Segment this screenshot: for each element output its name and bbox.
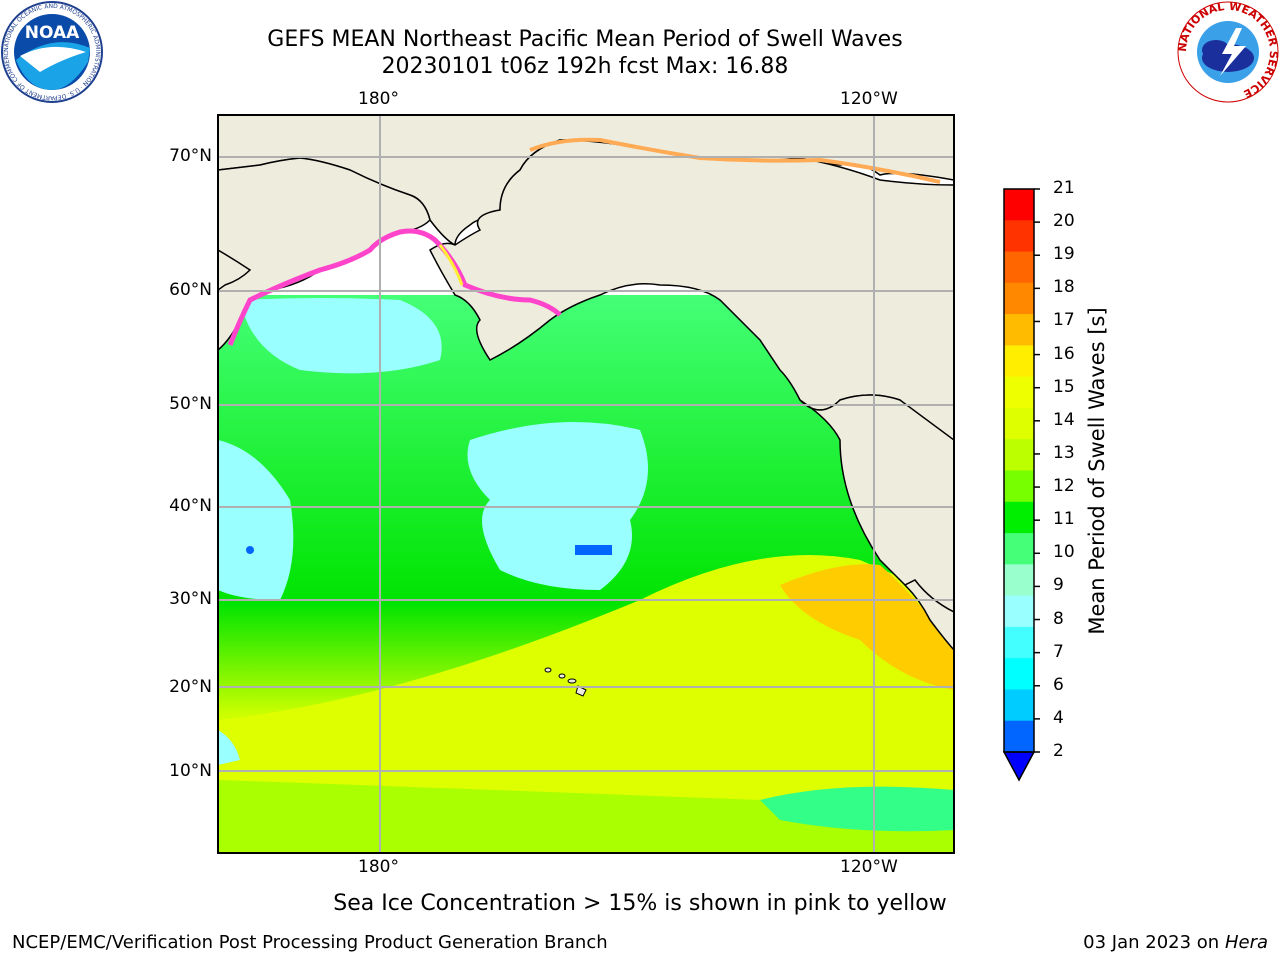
colorbar-frame [1003, 188, 1035, 753]
south-swell-band [218, 780, 954, 853]
colorbar-tick-label: 2 [1053, 741, 1064, 761]
sea-ice-yellow-bering [438, 244, 464, 286]
lat-label-10n: 10°N [169, 761, 212, 781]
colorbar-tick-label: 4 [1053, 707, 1064, 728]
footer-date: 03 Jan 2023 on Hera [1083, 932, 1268, 953]
south-green-patch [760, 786, 954, 832]
lat-label-60n: 60°N [169, 280, 212, 300]
noaa-logo: NATIONAL OCEANIC AND ATMOSPHERIC ADMINIS… [0, 0, 103, 103]
lat-label-70n: 70°N [169, 146, 212, 166]
gridlines [218, 115, 954, 853]
colorbar-segment [1004, 220, 1034, 253]
sea-ice-edge-arctic [529, 137, 941, 184]
colorbar-segment [1004, 658, 1034, 690]
sea-ice-caption: Sea Ice Concentration > 15% is shown in … [333, 891, 947, 916]
land-alaska [429, 139, 954, 441]
warm-swell-region [218, 555, 954, 853]
colorbar-segment [1004, 689, 1034, 722]
colorbar-segment [1004, 595, 1034, 628]
hot-swell-region [780, 564, 954, 690]
footer-branch: NCEP/EMC/Verification Post Processing Pr… [12, 932, 608, 953]
nws-logo: NATIONAL WEATHER SERVICE [1176, 0, 1280, 103]
chart-subtitle: 20230101 t06z 192h fcst Max: 16.88 [381, 54, 789, 79]
colorbar-segment [1004, 189, 1034, 221]
lon-label-top-120w: 120°W [840, 89, 898, 109]
blue-spot [575, 545, 612, 555]
colorbar-tick-label: 12 [1053, 476, 1075, 497]
cyan-patch-southwest [218, 730, 240, 765]
noaa-logo-text: NOAA [25, 23, 80, 43]
colorbar-segment [1004, 626, 1034, 659]
lat-label-40n: 40°N [169, 496, 212, 516]
lon-label-bottom-120w: 120°W [840, 857, 898, 877]
colorbar-segment [1004, 345, 1034, 378]
land-chukotka-edge [218, 249, 252, 291]
colorbar-tick-label: 14 [1053, 409, 1075, 430]
colorbar-segment [1004, 282, 1034, 315]
colorbar-tick-label: 7 [1053, 641, 1064, 662]
footer-date-text: 03 Jan 2023 on [1083, 932, 1225, 953]
colorbar-tick-label: 19 [1053, 244, 1075, 265]
colorbar-tick-label: 18 [1053, 277, 1075, 298]
colorbar-segment [1004, 564, 1034, 597]
lat-label-30n: 30°N [169, 589, 212, 609]
colorbar-segment [1004, 407, 1034, 440]
colorbar-segment [1004, 439, 1034, 471]
colorbar-tick-label: 16 [1053, 343, 1075, 364]
colorbar-segment [1004, 501, 1034, 534]
land-baja [903, 579, 954, 652]
lon-label-top-180: 180° [358, 89, 399, 109]
land-north-america [799, 394, 954, 641]
colorbar-label: Mean Period of Swell Waves [s] [1085, 307, 1109, 635]
lon-label-bottom-180: 180° [358, 857, 399, 877]
colorbar-segment [1004, 251, 1034, 284]
colorbar-tick-label: 11 [1053, 509, 1075, 530]
blue-spot-west [246, 546, 254, 554]
colorbar-extend-triangle [1002, 751, 1036, 782]
cyan-patch-north [240, 298, 442, 374]
colorbar-segment [1004, 533, 1034, 565]
colorbar [1002, 188, 1040, 782]
lat-label-20n: 20°N [169, 677, 212, 697]
colorbar-tick-label: 6 [1053, 674, 1064, 695]
colorbar-segment [1004, 720, 1034, 753]
footer-host: Hera [1224, 932, 1268, 953]
colorbar-tick-label: 15 [1053, 376, 1075, 397]
colorbar-tick-label: 10 [1053, 542, 1075, 563]
colorbar-tick-label: 21 [1053, 178, 1075, 198]
colorbar-tick-label: 9 [1053, 575, 1064, 596]
cyan-patch-west [218, 440, 294, 600]
colorbar-tick-label: 8 [1053, 608, 1064, 629]
colorbar-segment [1004, 470, 1034, 503]
colorbar-segment [1004, 376, 1034, 409]
colorbar-tick-label: 20 [1053, 211, 1075, 232]
chart-title: GEFS MEAN Northeast Pacific Mean Period … [267, 27, 903, 52]
hawaii-islands [544, 667, 587, 697]
colorbar-segment [1004, 314, 1034, 346]
colorbar-tick-label: 17 [1053, 310, 1075, 331]
map-frame [217, 114, 955, 854]
colorbar-tick-label: 13 [1053, 442, 1075, 463]
lat-label-50n: 50°N [169, 394, 212, 414]
